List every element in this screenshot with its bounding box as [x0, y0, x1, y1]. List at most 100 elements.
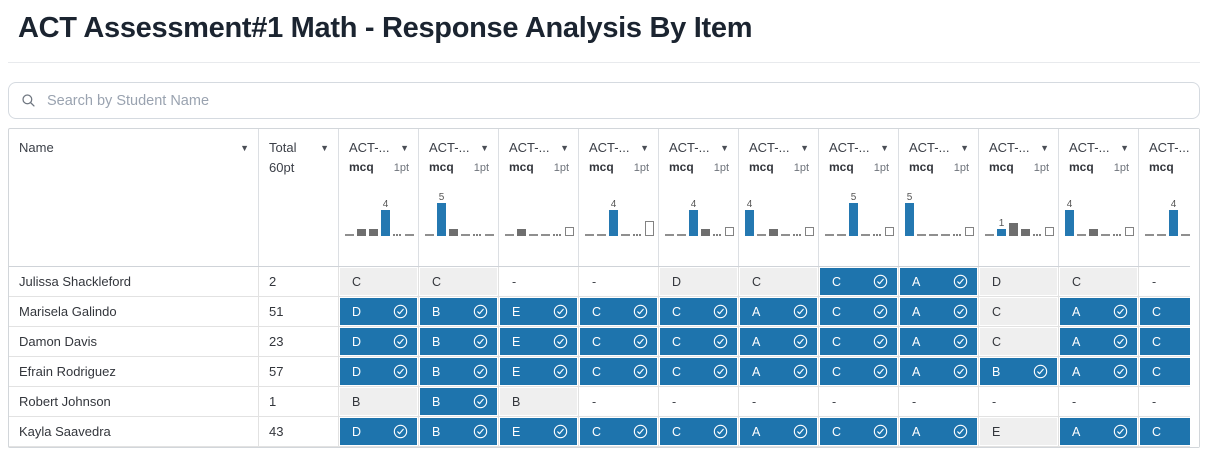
- sort-arrow-icon[interactable]: ▼: [240, 143, 249, 153]
- dot: [959, 234, 961, 236]
- column-header-name[interactable]: Name ▼: [9, 129, 259, 266]
- sort-arrow-icon[interactable]: ▼: [640, 143, 649, 153]
- answer-letter: C: [1152, 334, 1162, 349]
- answer-cell: B: [419, 417, 499, 446]
- answer-cell: C: [979, 297, 1059, 326]
- correct-answer-bar: 5: [849, 192, 858, 236]
- zero-count-dash: [985, 234, 994, 236]
- question-points-label: 1pt: [713, 162, 729, 174]
- answer-fill-correct: A: [1060, 298, 1137, 325]
- answer-cell: C: [1139, 327, 1190, 356]
- bar-count-label: 5: [850, 192, 857, 203]
- bar: [905, 203, 914, 236]
- blank-response-bar: [725, 227, 734, 236]
- act-column-header-1[interactable]: ACT-... ▼ mcq 1pt 4: [339, 129, 419, 266]
- other-answer-bar: [1021, 229, 1030, 236]
- bar: [849, 203, 858, 236]
- answer-fill-blank: -: [660, 388, 737, 415]
- answer-cell: A: [739, 417, 819, 446]
- bar-count-label: 4: [610, 199, 617, 210]
- answer-distribution-chart: 4: [659, 188, 738, 236]
- question-points-label: 1pt: [873, 162, 889, 174]
- act-column-header-7[interactable]: ACT-... ▼ mcq 1pt 5: [819, 129, 899, 266]
- zero-count-dash: [405, 234, 414, 236]
- answer-cell: A: [1059, 417, 1139, 446]
- act-column-title: ACT-... ▼: [659, 139, 738, 157]
- answer-cell: A: [1059, 327, 1139, 356]
- student-name-cell: Marisela Galindo: [9, 297, 259, 326]
- zero-count-dash: [1077, 234, 1086, 236]
- column-header-total[interactable]: Total ▼ 60pt: [259, 129, 339, 266]
- question-type-label: mcq: [669, 160, 694, 174]
- act-column-header-10[interactable]: ACT-... ▼ mcq 1pt 4: [1059, 129, 1139, 266]
- sort-arrow-icon[interactable]: ▼: [560, 143, 569, 153]
- answer-fill-correct: D: [340, 418, 417, 445]
- dot: [879, 234, 881, 236]
- act-column-header-8[interactable]: ACT-... ▼ mcq 1pt 5: [899, 129, 979, 266]
- answer-distribution-chart: 4: [339, 188, 418, 236]
- act-column-header-3[interactable]: ACT-... ▼ mcq 1pt: [499, 129, 579, 266]
- total-score-cell: 57: [259, 357, 339, 386]
- correct-check-icon: [713, 334, 728, 349]
- zero-count-dash: [917, 234, 926, 236]
- act-column-header-5[interactable]: ACT-... ▼ mcq 1pt 4: [659, 129, 739, 266]
- correct-check-icon: [713, 304, 728, 319]
- act-column-header-2[interactable]: ACT-... ▼ mcq 1pt 5: [419, 129, 499, 266]
- sort-arrow-icon[interactable]: ▼: [400, 143, 409, 153]
- dot: [1116, 234, 1118, 236]
- bar-count-label: 1: [998, 218, 1005, 229]
- sort-arrow-icon[interactable]: ▼: [320, 143, 329, 153]
- correct-answer-bar: 4: [609, 199, 618, 236]
- act-column-header-4[interactable]: ACT-... ▼ mcq 1pt 4: [579, 129, 659, 266]
- answer-letter: A: [752, 424, 761, 439]
- answer-distribution-chart: [499, 188, 578, 236]
- sort-arrow-icon[interactable]: ▼: [480, 143, 489, 153]
- answer-distribution-chart: 5: [819, 188, 898, 236]
- table-row: Julissa Shackleford 2 C C - - D C C A D C -: [9, 267, 1190, 297]
- search-input[interactable]: [45, 91, 1187, 110]
- answer-cell: B: [419, 387, 499, 416]
- act-column-header-6[interactable]: ACT-... ▼ mcq 1pt 4: [739, 129, 819, 266]
- zero-count-dash: [541, 234, 550, 236]
- question-type-label: mcq: [429, 160, 454, 174]
- answer-letter: A: [752, 364, 761, 379]
- ellipsis-dots: [473, 234, 482, 236]
- dot: [956, 234, 958, 236]
- answer-fill-correct: A: [900, 328, 977, 355]
- other-answer-bar: [701, 229, 710, 236]
- sort-arrow-icon[interactable]: ▼: [720, 143, 729, 153]
- total-score-cell: 43: [259, 417, 339, 446]
- correct-check-icon: [633, 304, 648, 319]
- answer-cell: -: [579, 267, 659, 296]
- sort-arrow-icon[interactable]: ▼: [1120, 143, 1129, 153]
- student-search-box[interactable]: [8, 82, 1200, 119]
- dot: [713, 234, 715, 236]
- answer-letter: A: [1072, 304, 1081, 319]
- sort-arrow-icon[interactable]: ▼: [880, 143, 889, 153]
- answer-cell: C: [579, 357, 659, 386]
- answer-fill-correct: C: [1140, 298, 1190, 325]
- answer-letter: C: [992, 334, 1002, 349]
- student-name-cell: Damon Davis: [9, 327, 259, 356]
- total-score-cell: 2: [259, 267, 339, 296]
- correct-check-icon: [873, 364, 888, 379]
- sort-arrow-icon[interactable]: ▼: [800, 143, 809, 153]
- answer-distribution-chart: 5: [419, 188, 498, 236]
- blank-response-bar: [885, 227, 894, 236]
- sort-arrow-icon[interactable]: ▼: [1040, 143, 1049, 153]
- table-row: Marisela Galindo 51 D B E C C A C A C A C: [9, 297, 1190, 327]
- act-column-meta: mcq 1pt: [1059, 157, 1138, 174]
- answer-cell: C: [659, 327, 739, 356]
- correct-check-icon: [1113, 424, 1128, 439]
- sort-arrow-icon[interactable]: ▼: [960, 143, 969, 153]
- correct-check-icon: [873, 304, 888, 319]
- dot: [953, 234, 955, 236]
- answer-letter: -: [592, 394, 597, 409]
- act-column-header-9[interactable]: ACT-... ▼ mcq 1pt 1: [979, 129, 1059, 266]
- page: ACT Assessment#1 Math - Response Analysi…: [0, 12, 1208, 448]
- answer-letter: A: [1072, 424, 1081, 439]
- zero-count-dash: [597, 234, 606, 236]
- bar-count-label: 4: [1170, 199, 1177, 210]
- bar: [745, 210, 754, 236]
